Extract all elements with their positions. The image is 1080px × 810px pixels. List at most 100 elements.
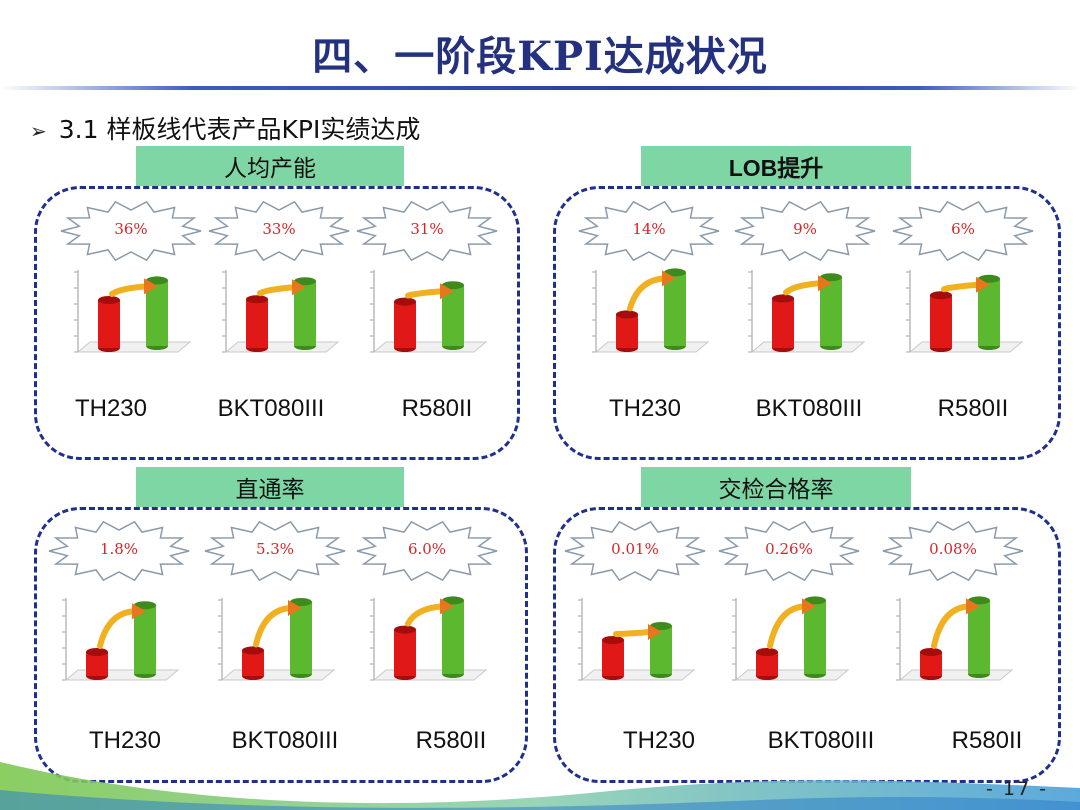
increase-arrow bbox=[109, 283, 149, 297]
before-after-mini-chart bbox=[586, 262, 716, 372]
before-bar bbox=[772, 294, 794, 352]
improvement-value: 33% bbox=[262, 220, 296, 238]
increase-arrow-head bbox=[818, 275, 832, 292]
before-bar bbox=[394, 625, 416, 680]
starburst-shape bbox=[564, 520, 706, 582]
product-name: TH230 bbox=[608, 395, 682, 422]
before-bar bbox=[930, 291, 952, 352]
section-label-productivity: 人均产能 bbox=[136, 146, 404, 186]
after-bar bbox=[978, 274, 1000, 350]
increase-arrow-head bbox=[648, 624, 662, 640]
after-bar bbox=[820, 273, 842, 350]
improvement-value: 14% bbox=[632, 220, 666, 238]
improvement-starburst: 36% bbox=[60, 200, 202, 262]
improvement-starburst: 33% bbox=[208, 200, 350, 262]
chart-floor bbox=[580, 669, 696, 681]
before-bar bbox=[86, 648, 108, 680]
increase-arrow-head bbox=[292, 279, 306, 296]
chart-floor bbox=[594, 341, 710, 353]
chart-floor bbox=[734, 669, 850, 681]
after-bar bbox=[968, 596, 990, 678]
product-name: TH230 bbox=[74, 395, 148, 422]
before-bar bbox=[246, 295, 268, 352]
increase-arrow-head bbox=[288, 600, 302, 616]
chart-floor bbox=[908, 341, 1024, 353]
improvement-value: 9% bbox=[793, 220, 817, 238]
increase-arrow-head bbox=[440, 598, 454, 615]
product-name: BKT080III bbox=[231, 727, 339, 754]
increase-arrow-head bbox=[144, 278, 158, 295]
starburst-shape bbox=[882, 520, 1024, 582]
after-bar bbox=[804, 596, 826, 678]
improvement-value: 1.8% bbox=[99, 540, 139, 558]
product-name: TH230 bbox=[88, 727, 162, 754]
page-number: - 17 - bbox=[986, 778, 1048, 800]
after-bar bbox=[134, 601, 156, 678]
before-bar bbox=[242, 646, 264, 680]
chart-floor bbox=[898, 669, 1014, 681]
starburst-shape bbox=[734, 200, 876, 262]
starburst-shape bbox=[204, 520, 346, 582]
improvement-starburst: 6.0% bbox=[356, 520, 498, 582]
improvement-value: 0.01% bbox=[611, 540, 659, 558]
product-name: R580II bbox=[951, 727, 1023, 754]
after-bar bbox=[290, 598, 312, 678]
improvement-starburst: 0.01% bbox=[564, 520, 706, 582]
starburst-shape bbox=[718, 520, 860, 582]
after-bar bbox=[294, 277, 316, 350]
increase-arrow-head bbox=[966, 598, 980, 615]
before-after-mini-chart bbox=[68, 262, 198, 372]
starburst-shape bbox=[208, 200, 350, 262]
subtitle-text: 3.1 样板线代表产品KPI实绩达成 bbox=[58, 115, 421, 144]
slide-subtitle: ➢ 3.1 样板线代表产品KPI实绩达成 bbox=[30, 110, 420, 146]
group-box-productivity bbox=[34, 186, 520, 460]
starburst-shape bbox=[48, 520, 190, 582]
before-bar bbox=[616, 310, 638, 352]
section-label-first-pass-yield: 直通率 bbox=[136, 467, 404, 507]
before-after-mini-chart bbox=[216, 262, 346, 372]
slide-title: 四、一阶段KPI达成状况 bbox=[312, 33, 768, 80]
after-bar bbox=[146, 276, 168, 350]
improvement-starburst: 14% bbox=[578, 200, 720, 262]
before-after-mini-chart bbox=[56, 590, 186, 700]
before-after-mini-chart bbox=[364, 590, 494, 700]
increase-arrow-head bbox=[802, 598, 816, 615]
improvement-value: 6.0% bbox=[407, 540, 447, 558]
increase-arrow bbox=[253, 605, 293, 648]
starburst-shape bbox=[356, 520, 498, 582]
product-name: BKT080III bbox=[767, 727, 875, 754]
improvement-starburst: 0.08% bbox=[882, 520, 1024, 582]
product-name: BKT080III bbox=[755, 395, 863, 422]
product-name: BKT080III bbox=[217, 395, 325, 422]
chart-floor bbox=[64, 669, 180, 681]
chart-floor bbox=[220, 669, 336, 681]
chart-floor bbox=[372, 669, 488, 681]
after-bar bbox=[650, 622, 672, 678]
increase-arrow-head bbox=[132, 603, 146, 620]
before-bar bbox=[602, 636, 624, 680]
improvement-starburst: 9% bbox=[734, 200, 876, 262]
increase-arrow bbox=[783, 280, 823, 296]
section-label-inspection-pass-rate: 交检合格率 bbox=[641, 467, 911, 507]
increase-arrow-head bbox=[662, 270, 676, 287]
before-after-mini-chart bbox=[726, 590, 856, 700]
section-label-lob: LOB提升 bbox=[641, 146, 911, 186]
chart-floor bbox=[750, 341, 866, 353]
starburst-shape bbox=[892, 200, 1034, 262]
improvement-starburst: 31% bbox=[356, 200, 498, 262]
improvement-value: 0.08% bbox=[929, 540, 977, 558]
before-bar bbox=[394, 297, 416, 352]
increase-arrow bbox=[627, 275, 667, 312]
increase-arrow bbox=[931, 603, 971, 649]
group-box-first-pass-yield bbox=[34, 507, 528, 783]
increase-arrow bbox=[405, 288, 445, 299]
increase-arrow bbox=[97, 608, 137, 649]
before-after-mini-chart bbox=[742, 262, 872, 372]
product-name: R580II bbox=[401, 395, 473, 422]
improvement-starburst: 1.8% bbox=[48, 520, 190, 582]
before-after-mini-chart bbox=[900, 262, 1030, 372]
title-rule bbox=[0, 86, 1080, 90]
improvement-value: 0.26% bbox=[765, 540, 813, 558]
product-name: R580II bbox=[937, 395, 1009, 422]
before-bar bbox=[98, 296, 120, 352]
